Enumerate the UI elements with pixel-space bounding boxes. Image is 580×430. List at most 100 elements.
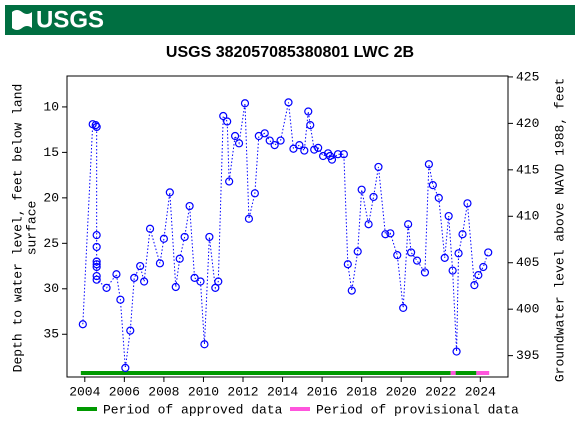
data-point <box>412 256 422 265</box>
y-tick-label: 30 <box>43 281 59 296</box>
data-point <box>250 189 259 198</box>
data-point <box>92 257 101 266</box>
data-point <box>219 111 228 121</box>
y2-tick-label: 415 <box>516 162 539 177</box>
data-point <box>306 121 315 130</box>
y-axis-label: surface <box>24 201 39 256</box>
data-point <box>112 270 121 279</box>
x-tick-label: 2020 <box>386 384 417 399</box>
y2-axis-label: Groundwater level above NAVD 1988, feet <box>552 78 567 382</box>
data-point <box>92 262 101 272</box>
logo: USGS <box>36 6 104 33</box>
data-point <box>364 220 373 229</box>
data-point <box>448 266 457 275</box>
x-tick-label: 2018 <box>346 384 377 399</box>
data-point <box>92 242 101 252</box>
x-tick-label: 2010 <box>188 384 219 399</box>
data-point <box>175 254 184 263</box>
chart-title: USGS 382057085380801 LWC 2B <box>166 44 414 61</box>
data-point <box>420 268 430 277</box>
x-tick-label: 2014 <box>267 384 298 399</box>
data-point <box>310 145 319 154</box>
data-point <box>180 232 189 242</box>
data-point <box>244 214 254 223</box>
data-point <box>381 230 390 239</box>
data-point <box>126 326 135 335</box>
data-point <box>284 98 293 107</box>
data-point <box>304 107 313 116</box>
data-point <box>276 136 285 145</box>
y-tick-label: 10 <box>43 99 59 114</box>
data-point <box>463 199 472 208</box>
data-point <box>159 234 169 243</box>
data-point <box>185 201 194 211</box>
data-point <box>260 129 269 138</box>
data-point <box>404 220 413 229</box>
data-point <box>196 277 205 286</box>
data-point <box>393 251 402 260</box>
data-point <box>270 141 279 150</box>
data-point <box>452 347 461 356</box>
y2-tick-label: 405 <box>516 255 539 270</box>
y2-tick-label: 425 <box>516 69 539 84</box>
data-point <box>165 188 174 197</box>
x-tick-label: 2004 <box>69 384 100 399</box>
data-point <box>171 282 180 292</box>
data-point <box>130 273 139 282</box>
data-point <box>136 261 145 271</box>
data-point <box>343 260 352 269</box>
data-point <box>240 99 250 108</box>
data-point <box>327 155 337 164</box>
data-point <box>78 320 87 329</box>
data-point <box>333 150 343 159</box>
data-point <box>92 260 101 269</box>
data-point <box>211 283 220 292</box>
data-point <box>406 248 416 257</box>
data-point <box>102 283 111 292</box>
y2-tick-label: 410 <box>516 209 539 224</box>
data-point <box>155 259 165 268</box>
data-point <box>145 224 155 233</box>
data-point <box>225 177 234 186</box>
series-line <box>82 102 489 368</box>
data-point <box>92 122 101 132</box>
data-point <box>458 230 467 239</box>
data-point <box>205 232 214 242</box>
data-point <box>92 231 101 240</box>
legend-label: Period of provisional data <box>316 402 519 417</box>
data-point <box>314 143 323 152</box>
data-point <box>357 185 366 194</box>
logo-icon <box>12 10 32 30</box>
data-point <box>386 229 395 238</box>
x-tick-label: 2016 <box>306 384 337 399</box>
data-point <box>353 247 362 256</box>
y-tick-label: 25 <box>43 236 59 251</box>
x-tick-label: 2024 <box>465 384 496 399</box>
legend-label: Period of approved data <box>103 402 283 417</box>
data-point <box>230 131 240 141</box>
x-tick-label: 2008 <box>148 384 179 399</box>
data-point <box>454 249 463 258</box>
data-point <box>470 281 479 290</box>
data-point <box>140 277 149 286</box>
data-point <box>200 340 209 349</box>
header-bar <box>5 5 575 35</box>
y2-tick-label: 400 <box>516 302 539 317</box>
data-point <box>424 160 433 169</box>
data-point <box>223 117 232 126</box>
data-point <box>289 144 298 153</box>
y-axis-label: Depth to water level, feet below land <box>10 84 25 373</box>
data-point <box>479 262 488 272</box>
data-point <box>190 273 199 282</box>
y-tick-label: 35 <box>43 327 59 342</box>
data-point <box>399 303 408 312</box>
data-point <box>234 139 244 148</box>
y2-tick-label: 420 <box>516 116 539 131</box>
data-point <box>428 181 437 190</box>
data-point <box>474 271 483 280</box>
data-point <box>300 146 309 155</box>
y2-tick-label: 395 <box>516 348 539 363</box>
data-point <box>121 363 130 373</box>
data-point <box>484 248 493 257</box>
